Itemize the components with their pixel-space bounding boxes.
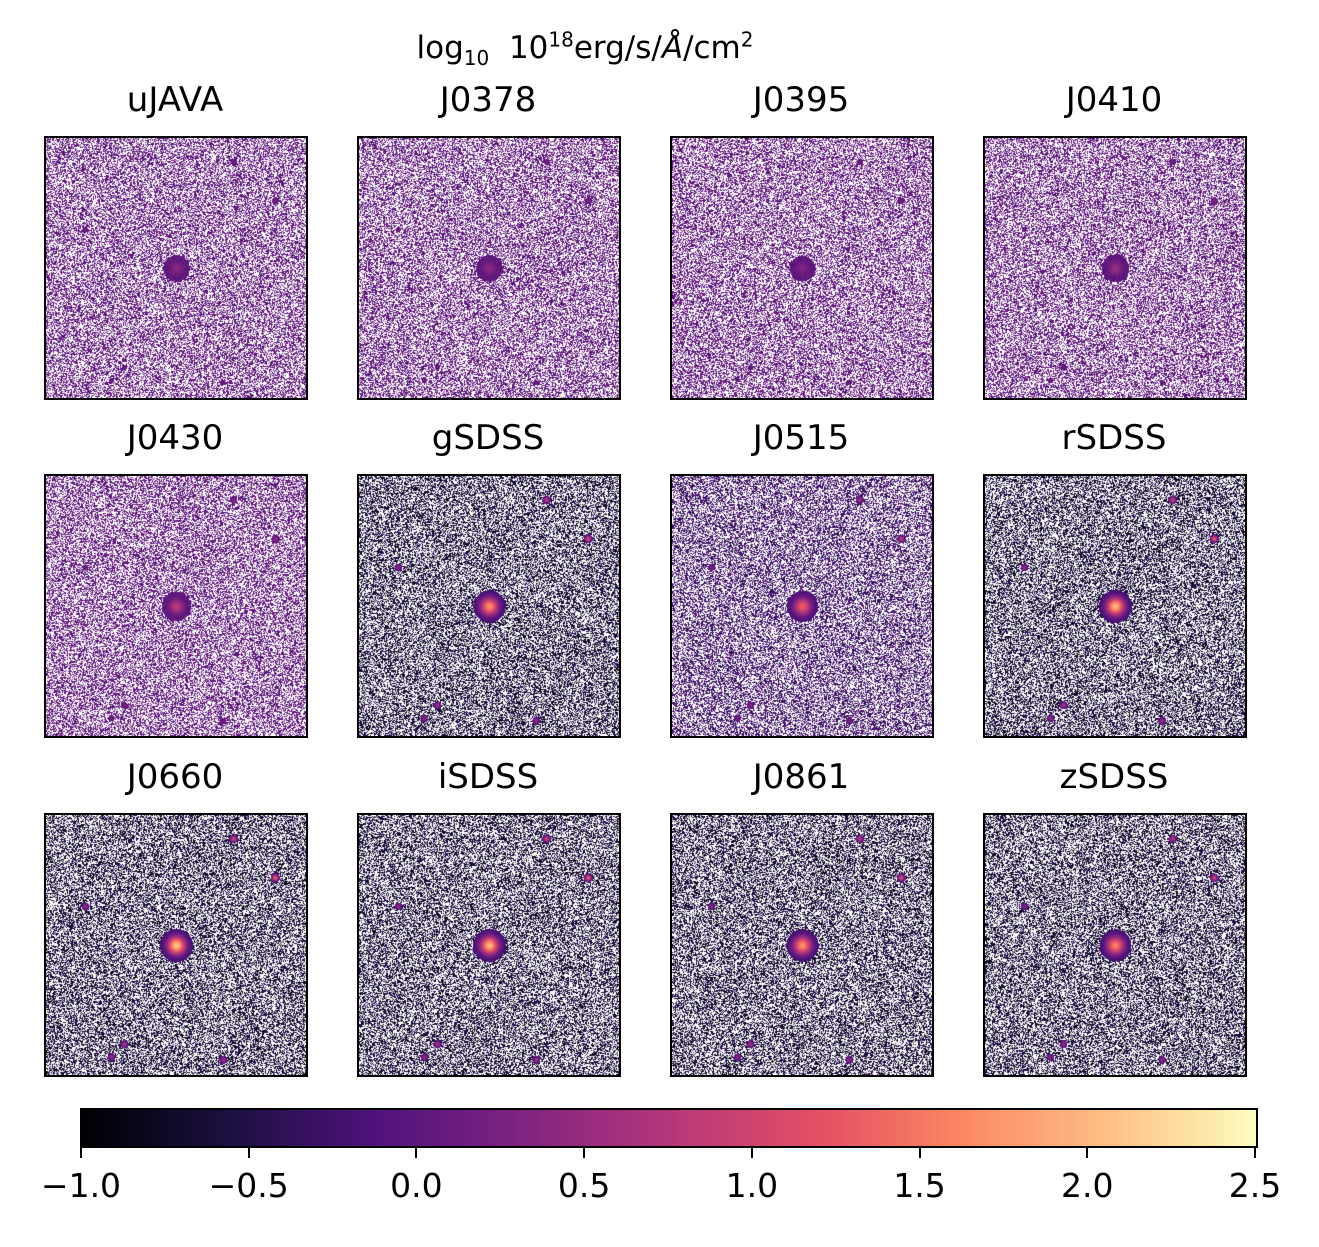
colorbar-tick <box>247 1146 250 1158</box>
image-panel <box>44 474 308 738</box>
colorbar-tick-label: 0.0 <box>390 1166 443 1205</box>
colorbar-tick-label: 2.5 <box>1228 1166 1282 1205</box>
colorbar-tick <box>918 1146 921 1158</box>
panel-title: J0410 <box>1065 80 1163 120</box>
image-panel-pixels <box>46 138 306 398</box>
panel-title: zSDSS <box>1059 757 1169 797</box>
colorbar-tick <box>750 1146 753 1158</box>
colorbar <box>80 1108 1258 1148</box>
image-panel-pixels <box>359 476 619 736</box>
panel-title: gSDSS <box>431 418 545 458</box>
panel-title: J0430 <box>126 418 224 458</box>
colorbar-tick <box>583 1146 586 1158</box>
colorbar-tick <box>80 1146 82 1158</box>
colorbar-tick-label: 0.5 <box>557 1166 611 1205</box>
image-panel <box>983 474 1247 738</box>
panel-title: J0660 <box>126 757 224 797</box>
colorbar-gradient <box>82 1110 1256 1146</box>
image-panel-pixels <box>359 138 619 398</box>
colorbar-tick-label: 1.5 <box>893 1166 946 1205</box>
image-panel <box>983 136 1247 400</box>
image-panel <box>670 474 934 738</box>
colorbar-tick-label: −0.5 <box>208 1166 289 1205</box>
panel-title: rSDSS <box>1061 418 1167 458</box>
colorbar-tick <box>1254 1146 1256 1158</box>
image-panel <box>983 813 1247 1077</box>
image-panel-pixels <box>672 138 932 398</box>
image-panel-pixels <box>672 476 932 736</box>
image-panel <box>44 136 308 400</box>
figure-title: log10 1018erg/s/Å/cm2 <box>416 27 754 71</box>
image-panel-pixels <box>985 138 1245 398</box>
colorbar-tick-label: −1.0 <box>40 1166 122 1205</box>
image-panel <box>44 813 308 1077</box>
panel-title: J0515 <box>752 418 850 458</box>
colorbar-tick <box>1086 1146 1089 1158</box>
image-panel <box>670 813 934 1077</box>
image-panel <box>670 136 934 400</box>
panel-title: iSDSS <box>437 757 539 797</box>
panel-title: uJAVA <box>126 80 224 120</box>
panel-title: J0395 <box>752 80 850 120</box>
image-panel <box>357 474 621 738</box>
colorbar-tick-label: 1.0 <box>725 1166 779 1205</box>
image-panel-pixels <box>359 815 619 1075</box>
image-panel-pixels <box>46 815 306 1075</box>
image-panel-pixels <box>46 476 306 736</box>
colorbar-tick-label: 2.0 <box>1061 1166 1114 1205</box>
colorbar-tick <box>415 1146 418 1158</box>
image-panel <box>357 813 621 1077</box>
image-panel <box>357 136 621 400</box>
panel-title: J0378 <box>439 80 537 120</box>
panel-title: J0861 <box>752 757 850 797</box>
image-panel-pixels <box>672 815 932 1075</box>
image-panel-pixels <box>985 815 1245 1075</box>
image-panel-pixels <box>985 476 1245 736</box>
